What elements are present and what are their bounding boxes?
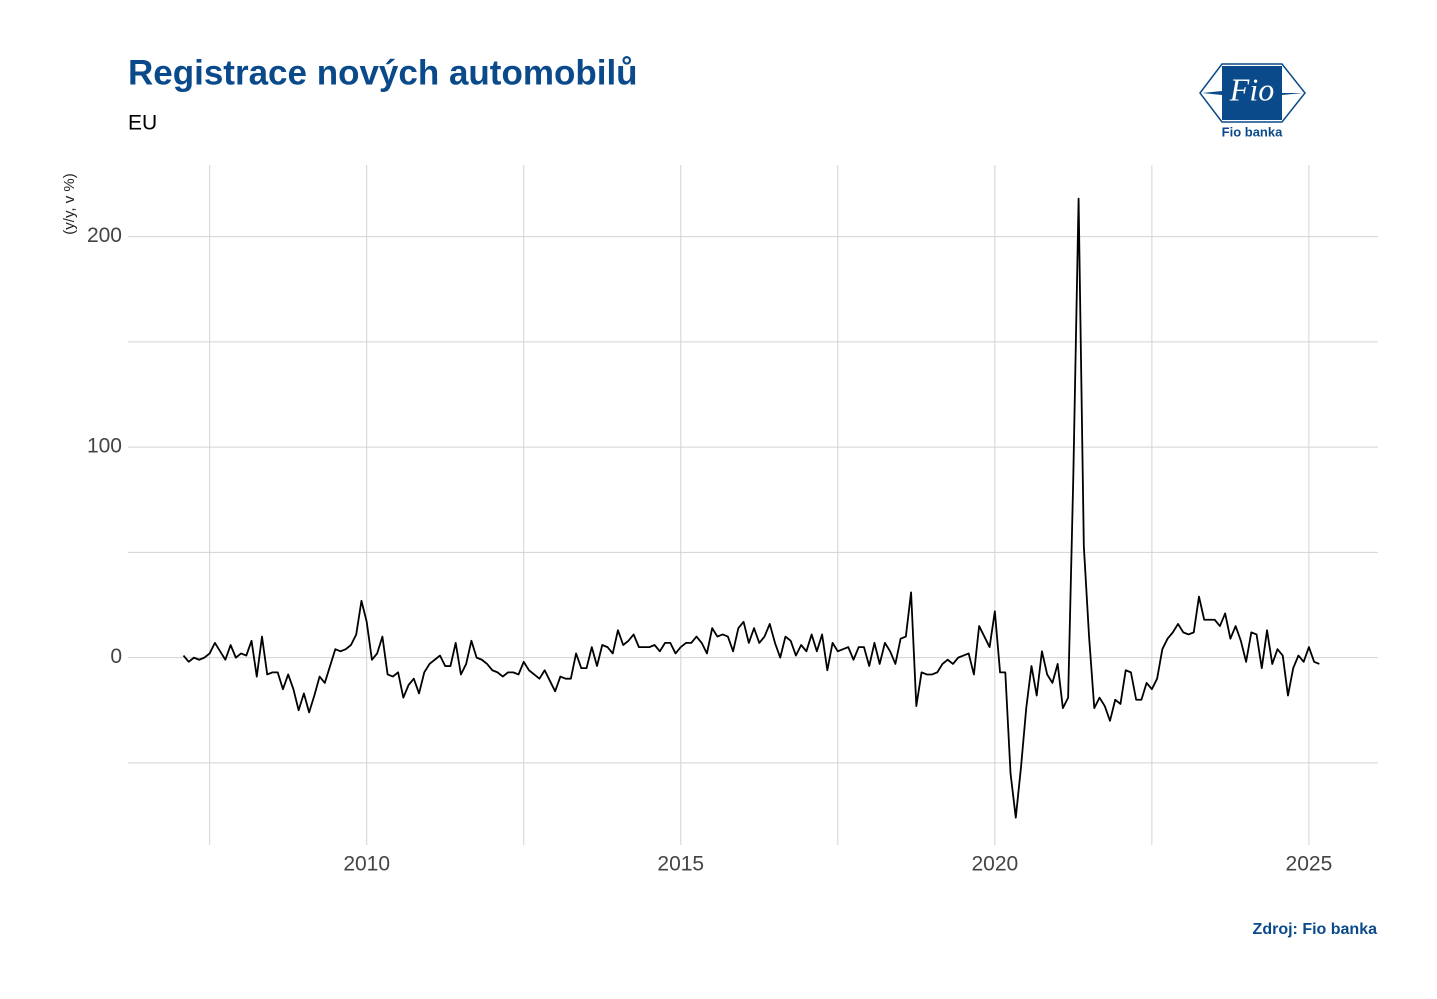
y-tick-label: 0 xyxy=(110,645,122,668)
data-line xyxy=(182,197,1320,819)
logo: Fio Fio banka xyxy=(1199,63,1306,139)
y-tick-label: 100 xyxy=(87,435,122,458)
chart-subtitle: EU xyxy=(128,112,157,135)
y-tick-label: 200 xyxy=(87,224,122,247)
x-tick-label: 2020 xyxy=(971,853,1018,876)
logo-outline xyxy=(1199,63,1306,123)
x-tick-label: 2015 xyxy=(657,853,704,876)
logo-name: Fio banka xyxy=(1222,124,1283,139)
chart-title: Registrace nových automobilů xyxy=(128,53,638,92)
y-axis-label: (y/y, v %) xyxy=(61,173,78,234)
logo-flag xyxy=(1202,66,1303,120)
x-tick-label: 2010 xyxy=(343,853,390,876)
logo-mark: Fio xyxy=(1229,71,1274,107)
source: Zdroj: Fio banka xyxy=(1253,921,1378,938)
x-tick-label: 2025 xyxy=(1286,853,1333,876)
